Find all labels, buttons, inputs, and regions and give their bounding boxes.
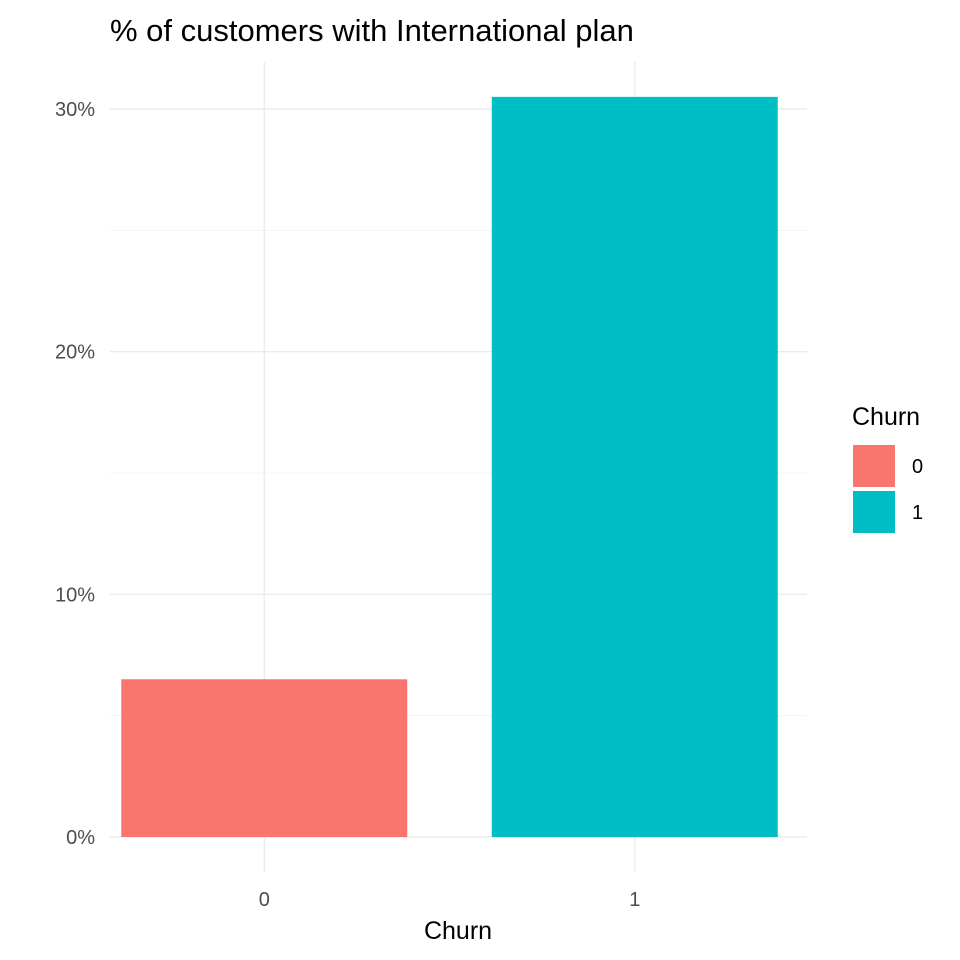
legend: Churn 01 — [852, 403, 923, 533]
x-tick-label: 0 — [259, 889, 270, 911]
y-tick-label: 30% — [55, 99, 95, 121]
legend-entries: 01 — [853, 445, 923, 533]
y-axis-tick-labels: 0% 10% 20% 30% — [55, 99, 95, 849]
y-tick-label: 0% — [66, 827, 95, 849]
legend-label-1: 1 — [912, 502, 923, 524]
bar-0 — [121, 679, 408, 837]
legend-key-1 — [853, 491, 895, 533]
legend-key-0 — [853, 445, 895, 487]
legend-title: Churn — [852, 403, 920, 431]
legend-label-0: 0 — [912, 456, 923, 478]
y-tick-label: 10% — [55, 584, 95, 606]
bars — [121, 96, 778, 837]
chart-title: % of customers with International plan — [110, 13, 634, 48]
x-axis-title: Churn — [424, 917, 492, 945]
x-tick-label: 1 — [629, 889, 640, 911]
bar-1 — [491, 96, 778, 837]
y-tick-label: 20% — [55, 342, 95, 364]
